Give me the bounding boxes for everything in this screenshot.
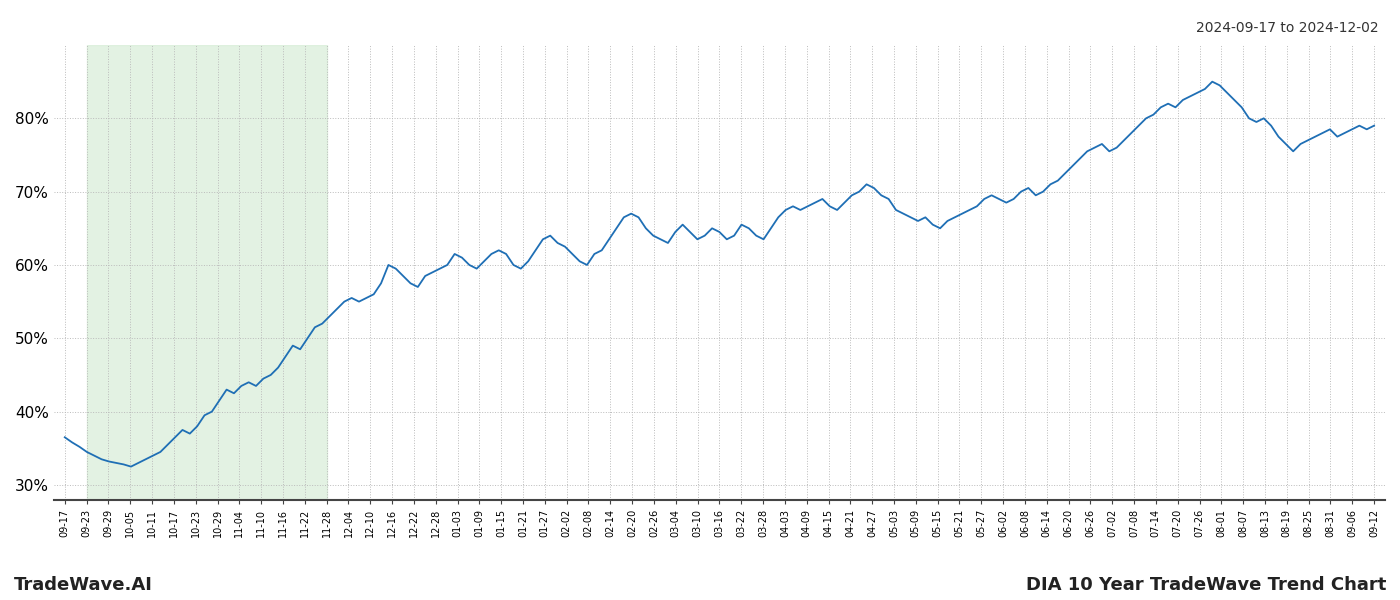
Text: DIA 10 Year TradeWave Trend Chart: DIA 10 Year TradeWave Trend Chart [1026,576,1386,594]
Text: 2024-09-17 to 2024-12-02: 2024-09-17 to 2024-12-02 [1197,21,1379,35]
Bar [87,45,326,500]
Text: TradeWave.AI: TradeWave.AI [14,576,153,594]
